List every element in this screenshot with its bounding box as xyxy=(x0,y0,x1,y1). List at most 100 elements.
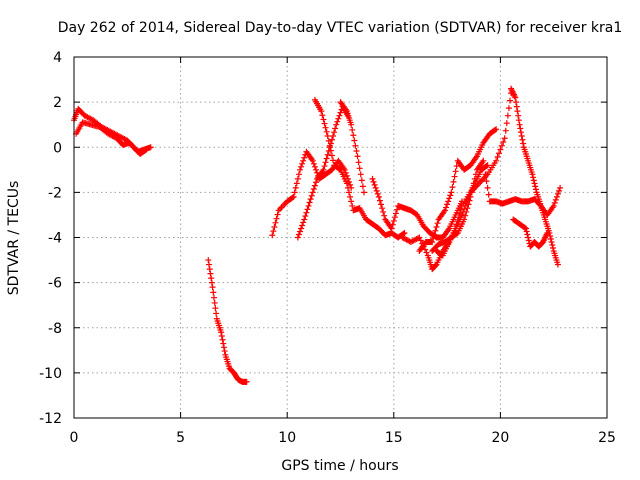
data-point xyxy=(372,184,379,191)
data-point xyxy=(444,201,451,208)
data-point xyxy=(513,103,520,110)
data-point xyxy=(453,163,460,170)
data-point xyxy=(318,108,325,115)
data-point xyxy=(336,166,343,173)
data-point xyxy=(391,214,398,221)
data-point xyxy=(321,120,328,127)
data-point xyxy=(346,189,353,196)
data-point xyxy=(370,178,377,185)
data-point xyxy=(451,173,458,180)
data-point xyxy=(208,275,215,282)
data-point xyxy=(296,166,303,173)
y-tick-label: -4 xyxy=(48,231,62,247)
data-point xyxy=(521,224,528,231)
data-point xyxy=(505,105,512,112)
y-tick-label: -2 xyxy=(48,185,62,201)
data-point xyxy=(295,171,302,178)
data-point xyxy=(443,204,450,211)
x-tick-label: 15 xyxy=(385,430,403,446)
data-points xyxy=(71,85,564,385)
data-point xyxy=(433,223,440,230)
data-point xyxy=(344,184,351,191)
data-point xyxy=(553,193,560,200)
data-point xyxy=(516,121,523,128)
y-tick-label: -10 xyxy=(39,366,62,382)
data-point xyxy=(355,159,362,166)
data-point xyxy=(343,180,350,187)
data-point xyxy=(271,223,278,230)
data-point xyxy=(369,175,376,182)
data-point xyxy=(312,179,319,186)
data-point xyxy=(352,142,359,149)
data-point xyxy=(554,261,561,268)
plot-frame xyxy=(73,56,608,419)
data-point xyxy=(416,234,423,241)
x-axis-label: GPS time / hours xyxy=(281,458,398,474)
data-point xyxy=(289,194,296,201)
data-point xyxy=(390,217,397,224)
data-point xyxy=(243,378,250,385)
data-point xyxy=(441,207,448,214)
data-point xyxy=(380,208,387,215)
data-point xyxy=(296,228,303,235)
data-point xyxy=(330,157,337,164)
series-track-c3 xyxy=(311,96,408,241)
data-point xyxy=(220,340,227,347)
data-point xyxy=(522,225,529,232)
data-point xyxy=(347,181,354,188)
data-point xyxy=(358,177,365,184)
data-point xyxy=(299,160,306,167)
data-point xyxy=(482,171,489,178)
data-point xyxy=(480,157,487,164)
data-point xyxy=(301,216,308,223)
data-point xyxy=(445,198,452,205)
data-point xyxy=(524,231,531,238)
data-point xyxy=(349,126,356,133)
data-point xyxy=(321,163,328,170)
series-track-d1 xyxy=(399,90,515,273)
data-point xyxy=(532,186,539,193)
data-point xyxy=(310,185,317,192)
data-point xyxy=(356,165,363,172)
data-point xyxy=(483,178,490,185)
data-point xyxy=(529,171,536,178)
data-point xyxy=(291,189,298,196)
data-point xyxy=(447,192,454,199)
data-point xyxy=(371,181,378,188)
data-point xyxy=(550,202,557,209)
data-point xyxy=(306,199,313,206)
x-tick-label: 20 xyxy=(491,430,509,446)
data-point xyxy=(392,210,399,217)
data-point xyxy=(292,184,299,191)
data-point xyxy=(302,213,309,220)
data-point xyxy=(485,191,492,198)
data-point xyxy=(319,112,326,119)
data-point xyxy=(373,187,380,194)
data-point xyxy=(323,155,330,162)
data-point xyxy=(450,178,457,185)
data-point xyxy=(211,294,218,301)
x-tick-label: 25 xyxy=(598,430,616,446)
data-point xyxy=(324,151,331,158)
data-point xyxy=(484,184,491,191)
data-point xyxy=(298,225,305,232)
data-point xyxy=(206,266,213,273)
series-track-c4 xyxy=(337,99,367,196)
data-point xyxy=(503,120,510,127)
data-point xyxy=(552,196,559,203)
data-point xyxy=(325,137,332,144)
data-point xyxy=(502,127,509,134)
data-point xyxy=(354,153,361,160)
data-point xyxy=(351,137,358,144)
data-point xyxy=(453,230,460,237)
data-point xyxy=(519,136,526,143)
data-point xyxy=(512,94,519,101)
data-point xyxy=(308,192,315,199)
data-point xyxy=(506,97,513,104)
data-point xyxy=(514,108,521,115)
data-point xyxy=(322,124,329,131)
data-point xyxy=(429,239,436,246)
data-point xyxy=(359,183,366,190)
data-point xyxy=(432,262,439,269)
